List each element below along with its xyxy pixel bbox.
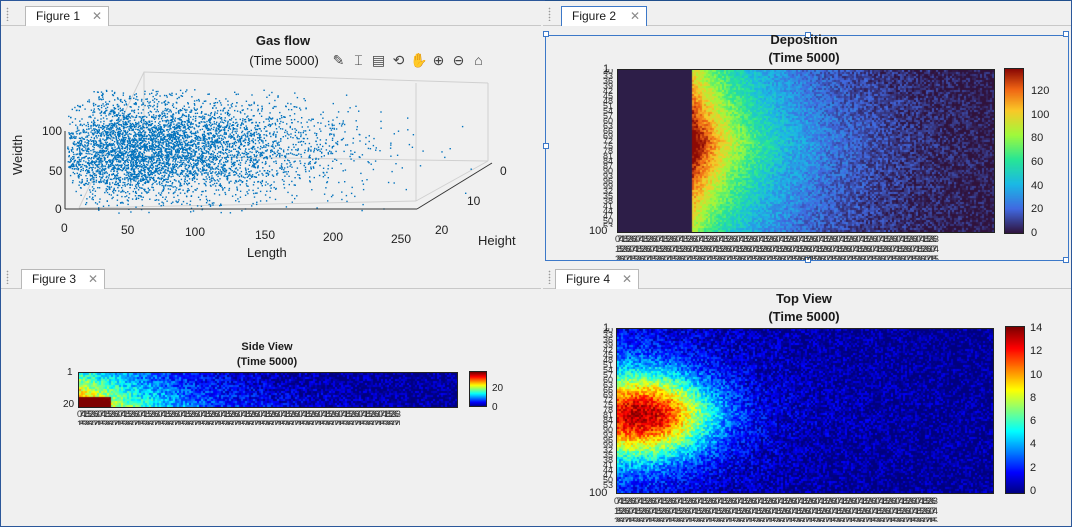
- figure-3-tabbar: Figure 3 ✕: [1, 264, 541, 289]
- x-tick: 150: [255, 228, 276, 242]
- colorbar-tick: 20: [492, 383, 504, 394]
- colorbar-tick: 100: [1031, 108, 1050, 121]
- x-tick-labels: 0741852963074185296307418529630741852963…: [614, 496, 938, 522]
- x-tick: 200: [323, 230, 344, 244]
- x-tick-labels: 0741852963074185296307418529630741852963…: [615, 234, 939, 260]
- plot-title: Gas flow: [255, 33, 311, 48]
- tab-label: Figure 4: [566, 272, 611, 286]
- colorbar-tick: 0: [1030, 485, 1037, 497]
- colorbar-tick: 80: [1031, 132, 1044, 145]
- colorbar-tick: 14: [1030, 322, 1043, 334]
- plot-title: Top View: [776, 291, 832, 306]
- colorbar-tick: 2: [1030, 461, 1037, 474]
- resize-handle[interactable]: [543, 143, 549, 149]
- top-view-heatmap[interactable]: [616, 328, 994, 494]
- y-tick-first: 1: [603, 63, 610, 75]
- tab-label: Figure 2: [572, 9, 617, 23]
- figure-2-panel: Figure 2 ✕ Deposition (Time 5000) 30 33 36…: [543, 1, 1071, 263]
- y-tick-labels: 30 33 36 39 42 45 48 51 54 57 60 63 66 69 72 75 78 81 84 87…: [602, 69, 613, 227]
- figure-1-tabbar: Figure 1 ✕: [1, 1, 541, 26]
- resize-handle[interactable]: [805, 32, 811, 38]
- colorbar-tick: 20: [1031, 203, 1044, 216]
- y-tick-last: 100: [589, 487, 608, 499]
- y-tick: 100: [42, 124, 63, 138]
- plot-subtitle: (Time 5000): [768, 50, 840, 65]
- figure-3-panel: Figure 3 ✕ Side View (Time 5000) 1 20 07…: [1, 264, 541, 526]
- plot-title: Side View: [241, 341, 293, 353]
- z-axis-label: Height: [478, 233, 516, 248]
- zoom-out-icon[interactable]: ⊖: [452, 52, 465, 68]
- y-axis-label: Weidth: [10, 134, 25, 175]
- figure-4-panel: Figure 4 ✕ Top View (Time 5000) 30 33 36 39…: [543, 264, 1071, 526]
- y-tick-first: 1: [603, 322, 610, 334]
- plot-subtitle: (Time 5000): [236, 356, 298, 368]
- brush-icon[interactable]: ✎: [332, 52, 345, 68]
- y-tick-first: 1: [67, 367, 73, 378]
- close-icon[interactable]: ✕: [91, 9, 102, 23]
- tab-label: Figure 1: [36, 9, 81, 23]
- drag-grip-icon[interactable]: [6, 7, 9, 21]
- pan-icon[interactable]: ✋: [410, 52, 428, 68]
- resize-handle[interactable]: [543, 31, 549, 37]
- tab-figure-4[interactable]: Figure 4 ✕: [555, 269, 639, 289]
- plot-subtitle: (Time 5000): [249, 53, 319, 68]
- y-tick-labels: 30 33 36 39 42 45 48 51 54 57 60 63 66 69 72 75 78 81 84 87…: [602, 328, 613, 488]
- scatter-points: [67, 89, 472, 214]
- tab-label: Figure 3: [32, 272, 77, 286]
- axes-lines: [64, 131, 493, 210]
- y-tick: 50: [49, 164, 63, 178]
- close-icon[interactable]: ✕: [629, 9, 640, 23]
- tab-figure-3[interactable]: Figure 3 ✕: [21, 269, 105, 289]
- plot-subtitle: (Time 5000): [768, 309, 840, 324]
- colorbar[interactable]: [1005, 326, 1025, 494]
- figure-1-panel: Figure 1 ✕ Gas flow (Time 5000) ✎ ⌶ ▤ ⟲ ✋ ⊕ ⊖ ⌂…: [1, 1, 541, 263]
- x-tick-labels: 0741852963074185296307418529630741852963…: [77, 409, 401, 425]
- colorbar-tick: 6: [1030, 415, 1037, 428]
- colorbar-tick: 8: [1030, 391, 1037, 404]
- tab-figure-1[interactable]: Figure 1 ✕: [25, 6, 109, 26]
- y-tick-last: 100: [589, 225, 608, 237]
- drag-grip-icon[interactable]: [548, 7, 551, 21]
- colorbar-tick: 0: [1031, 227, 1038, 239]
- axes-toolbar: ✎ ⌶ ▤ ⟲ ✋ ⊕ ⊖ ⌂: [330, 52, 487, 69]
- data-tip-icon[interactable]: ⌶: [354, 52, 363, 68]
- close-icon[interactable]: ✕: [87, 272, 98, 286]
- colorbar-tick: 12: [1030, 345, 1043, 358]
- resize-handle[interactable]: [1063, 31, 1069, 37]
- colorbar-tick: 120: [1031, 85, 1050, 97]
- z-tick: 0: [500, 164, 507, 178]
- colorbar[interactable]: [469, 371, 487, 407]
- y-tick-last: 20: [63, 399, 75, 410]
- x-tick: 50: [121, 223, 135, 237]
- resize-handle[interactable]: [805, 257, 811, 263]
- z-tick: 20: [435, 223, 449, 237]
- colorbar-tick: 10: [1030, 368, 1043, 381]
- colorbar-tick: 4: [1030, 438, 1037, 451]
- x-tick: 250: [391, 232, 412, 246]
- legend-icon[interactable]: ▤: [371, 52, 386, 68]
- rotate-icon[interactable]: ⟲: [392, 52, 405, 68]
- colorbar-tick: 0: [492, 402, 498, 413]
- deposition-heatmap[interactable]: [617, 69, 995, 233]
- colorbar-tick: 40: [1031, 179, 1044, 192]
- drag-grip-icon[interactable]: [548, 270, 551, 284]
- home-icon[interactable]: ⌂: [474, 52, 483, 68]
- x-axis-label: Length: [247, 245, 287, 260]
- plot-title: Deposition: [770, 32, 838, 47]
- figure-4-tabbar: Figure 4 ✕: [543, 264, 1071, 289]
- colorbar-tick: 60: [1031, 156, 1044, 168]
- close-icon[interactable]: ✕: [621, 272, 632, 286]
- drag-grip-icon[interactable]: [6, 270, 9, 284]
- scatter-3d-plot[interactable]: [1, 1, 541, 263]
- figure-2-tabbar: Figure 2 ✕: [543, 1, 1071, 26]
- x-tick: 0: [61, 221, 68, 235]
- zoom-in-icon[interactable]: ⊕: [432, 52, 445, 68]
- y-tick: 0: [55, 202, 62, 216]
- tab-figure-2[interactable]: Figure 2 ✕: [561, 6, 647, 26]
- colorbar[interactable]: [1004, 68, 1024, 234]
- resize-handle[interactable]: [1063, 257, 1069, 263]
- x-tick: 100: [185, 225, 206, 239]
- side-view-heatmap[interactable]: [78, 372, 458, 408]
- z-tick: 10: [467, 194, 481, 208]
